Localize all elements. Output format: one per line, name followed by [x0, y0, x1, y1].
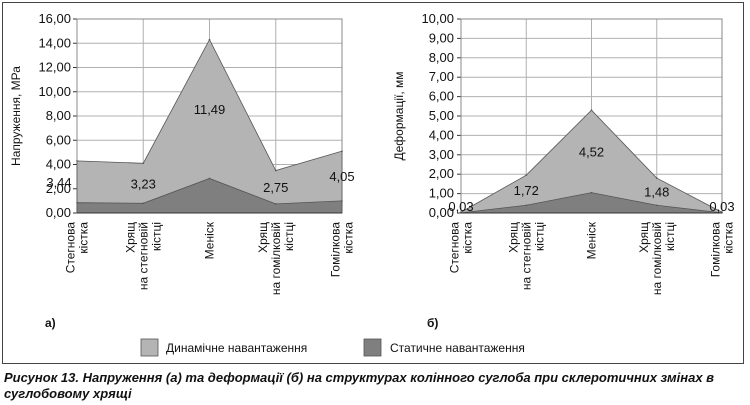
- data-label: 11,49: [194, 102, 226, 117]
- y-tick-label: 7,00: [429, 69, 454, 84]
- y-tick-label: 0,00: [46, 205, 71, 220]
- data-point: [655, 204, 658, 207]
- category-label: кістці: [149, 222, 163, 251]
- figure-caption: Рисунок 13. Напруження (а) та деформації…: [4, 370, 715, 401]
- category-label: Меніск: [585, 221, 599, 259]
- y-tick-label: 12,00: [38, 60, 71, 75]
- legend-label-static: Статичне навантаження: [390, 341, 525, 355]
- y-tick-label: 0,00: [429, 205, 454, 220]
- category-label: кістці: [532, 222, 546, 251]
- category-label: кістка: [461, 222, 475, 254]
- legend-swatch-dynamic: [140, 338, 159, 357]
- category-label: кістка: [342, 222, 356, 254]
- y-axis-title: Деформації, мм: [392, 72, 406, 161]
- data-label: 1,72: [514, 183, 539, 198]
- data-label: 0,03: [709, 199, 734, 214]
- data-point: [590, 109, 593, 111]
- category-label: Меніск: [203, 221, 217, 259]
- data-point: [274, 169, 277, 172]
- data-point: [525, 204, 528, 207]
- category-label: Гомілкова: [709, 222, 723, 278]
- category-label: кістка: [722, 222, 736, 254]
- category-label: на гомілковій: [269, 222, 283, 295]
- category-label: Хрящ: [506, 222, 520, 253]
- data-point: [655, 177, 658, 179]
- data-label: 3,44: [46, 175, 71, 190]
- category-label: Гомілкова: [329, 222, 343, 278]
- category-label: Хрящ: [256, 222, 270, 253]
- y-tick-label: 10,00: [38, 84, 71, 99]
- y-axis-title: Напруження, МРа: [9, 66, 23, 166]
- chart-panel-1: 0,00 2,00 4,00 6,00 8,00 10,00 12,00 14,00 16,00…: [9, 11, 356, 330]
- y-tick-label: 3,00: [429, 147, 454, 162]
- data-point: [341, 150, 343, 152]
- category-label: на стегновій: [519, 222, 533, 290]
- category-label: на стегновій: [136, 222, 150, 290]
- y-tick-label: 2,00: [429, 166, 454, 181]
- data-point: [76, 160, 78, 162]
- category-label: кістці: [663, 222, 677, 251]
- data-label: 0,03: [448, 199, 473, 214]
- legend-label-dynamic: Динамічне навантаження: [166, 341, 307, 355]
- data-point: [142, 162, 145, 165]
- legend: Динамічне навантаження Статичне навантаже…: [140, 338, 525, 357]
- legend-swatch-static: [363, 338, 382, 357]
- data-label: 1,48: [644, 185, 669, 200]
- data-point: [341, 200, 343, 202]
- y-tick-label: 6,00: [46, 132, 71, 147]
- data-point: [590, 191, 593, 194]
- y-tick-label: 1,00: [429, 186, 454, 201]
- category-label: Хрящ: [637, 222, 651, 253]
- data-point: [208, 177, 211, 180]
- data-point: [76, 201, 78, 204]
- y-tick-label: 14,00: [38, 35, 71, 50]
- y-tick-label: 9,00: [429, 30, 454, 45]
- data-point: [142, 202, 145, 205]
- figure-frame: [2, 2, 744, 364]
- data-point: [525, 174, 528, 176]
- y-tick-label: 8,00: [429, 50, 454, 65]
- panel-label: а): [45, 316, 56, 330]
- chart-panel-2: 0,00 1,00 2,00 3,00 4,00 5,00 6,00 7,00 8,00 9,00…: [392, 11, 736, 330]
- category-label: Стегнова: [64, 222, 78, 274]
- data-label: 4,05: [329, 169, 354, 184]
- data-point: [208, 38, 211, 41]
- figure-charts: 0,00 2,00 4,00 6,00 8,00 10,00 12,00 14,00 16,00…: [9, 11, 736, 357]
- y-tick-label: 4,00: [429, 127, 454, 142]
- y-tick-label: 16,00: [38, 11, 71, 26]
- category-label: кістці: [282, 222, 296, 251]
- panel-label: б): [427, 316, 438, 330]
- data-label: 4,52: [579, 144, 604, 159]
- y-tick-label: 8,00: [46, 108, 71, 123]
- data-point: [274, 203, 277, 205]
- category-label: Стегнова: [448, 222, 462, 274]
- y-tick-label: 5,00: [429, 108, 454, 123]
- y-tick-label: 4,00: [46, 157, 71, 172]
- data-label: 2,75: [263, 180, 288, 195]
- category-label: Хрящ: [123, 222, 137, 253]
- y-tick-label: 10,00: [421, 11, 454, 26]
- y-tick-label: 6,00: [429, 89, 454, 104]
- y-tick-label: 2,00: [46, 181, 71, 196]
- category-label: на гомілковій: [650, 222, 664, 295]
- data-label: 3,23: [131, 176, 156, 191]
- category-label: кістка: [77, 222, 91, 254]
